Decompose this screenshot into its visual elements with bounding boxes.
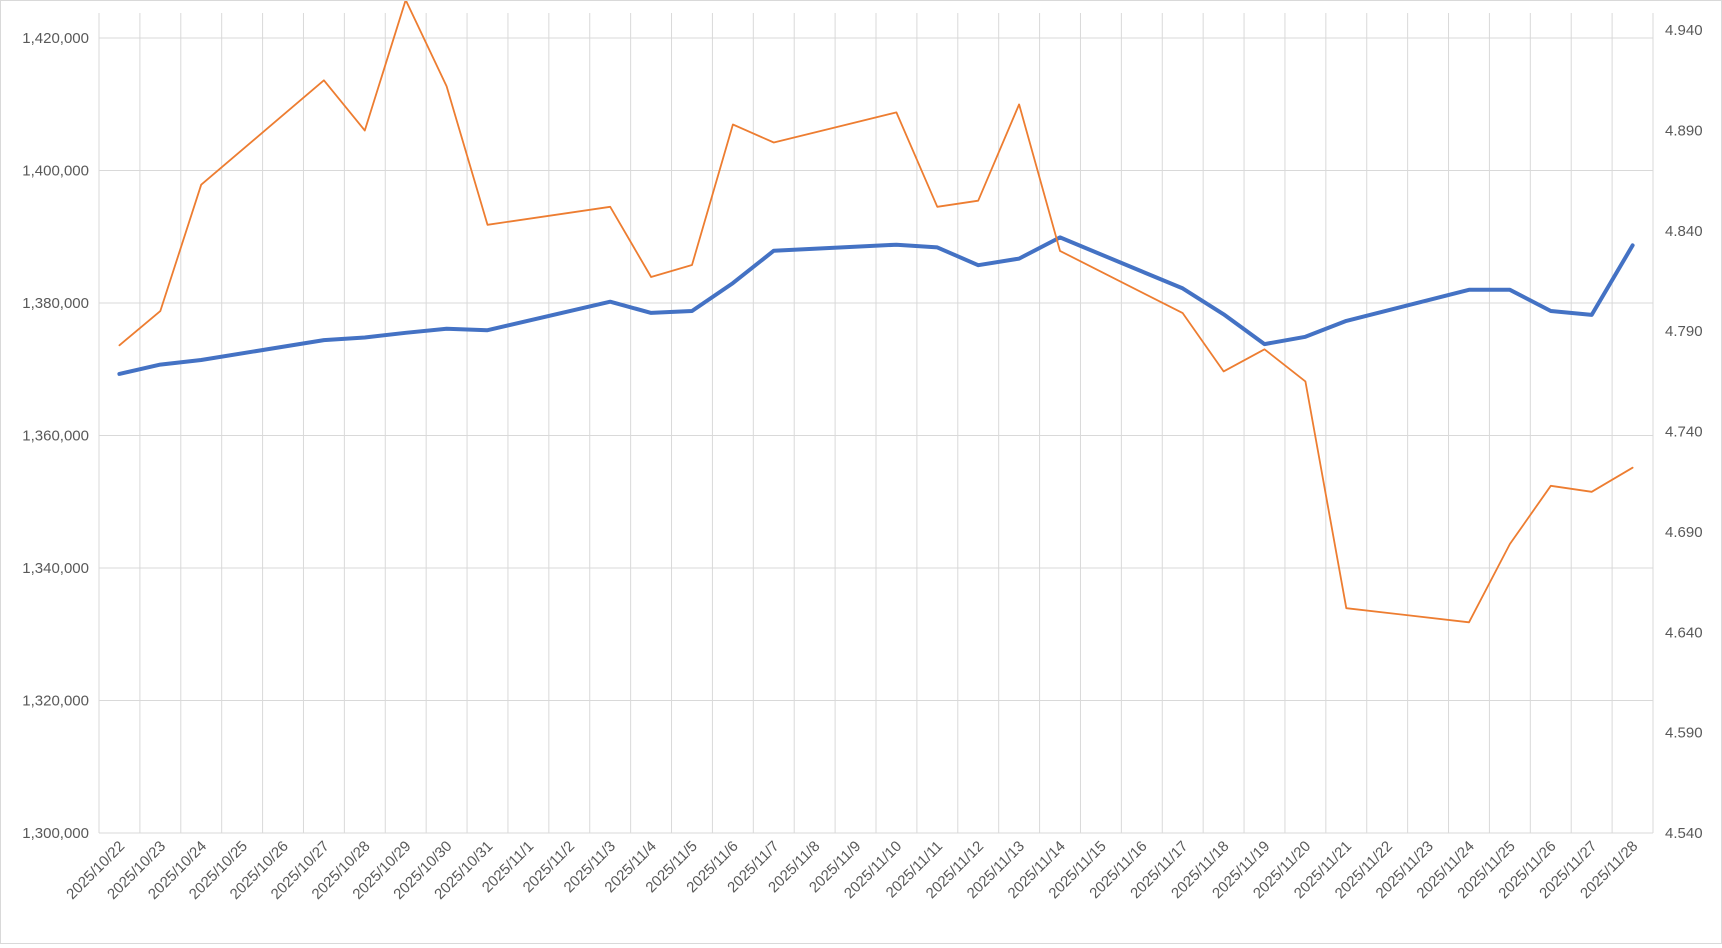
left-y-tick-label: 1,360,000 xyxy=(22,428,89,445)
right-y-tick-label: 4.640 xyxy=(1665,624,1703,641)
series-line-left-axis xyxy=(117,235,1635,376)
series-line-right-axis xyxy=(118,0,1634,624)
series-lines xyxy=(117,0,1635,624)
right-y-tick-label: 4.790 xyxy=(1665,323,1703,340)
left-y-tick-label: 1,340,000 xyxy=(22,560,89,577)
right-y-tick-label: 4.540 xyxy=(1665,825,1703,842)
right-y-tick-label: 4.890 xyxy=(1665,123,1703,140)
right-y-axis: 4.540 4.590 4.640 4.690 4.740 4.790 4.840 4.890… xyxy=(1665,22,1703,842)
left-y-tick-label: 1,400,000 xyxy=(22,163,89,180)
x-axis: 2025/10/222025/10/232025/10/242025/10/25… xyxy=(63,838,1641,903)
left-y-tick-label: 1,320,000 xyxy=(22,693,89,710)
left-y-axis: 1,300,000 1,320,000 1,340,000 1,360,000 1,38… xyxy=(22,30,89,842)
left-y-tick-label: 1,380,000 xyxy=(22,295,89,312)
right-y-tick-label: 4.590 xyxy=(1665,725,1703,742)
right-y-tick-label: 4.690 xyxy=(1665,524,1703,541)
right-y-tick-label: 4.940 xyxy=(1665,22,1703,39)
left-y-tick-label: 1,420,000 xyxy=(22,30,89,47)
left-y-tick-label: 1,300,000 xyxy=(22,825,89,842)
right-y-tick-label: 4.840 xyxy=(1665,223,1703,240)
right-y-tick-label: 4.740 xyxy=(1665,424,1703,441)
grid xyxy=(98,13,1654,834)
